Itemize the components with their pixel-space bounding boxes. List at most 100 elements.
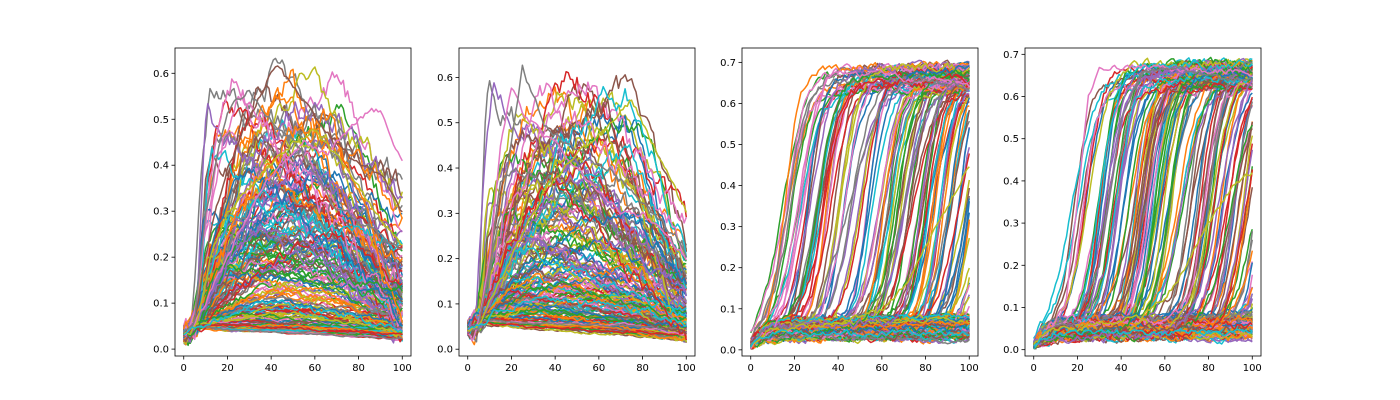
series-line — [467, 246, 687, 334]
series-line — [467, 112, 687, 342]
series-line — [183, 203, 403, 342]
series-line — [183, 274, 403, 337]
x-tick-label: 80 — [919, 363, 932, 374]
x-tick-label: 100 — [677, 363, 696, 374]
series-line — [1033, 66, 1253, 347]
plot-frame — [458, 47, 696, 357]
x-tick-label: 60 — [308, 363, 321, 374]
x-tick-label: 40 — [265, 363, 278, 374]
x-tick-label: 20 — [505, 363, 518, 374]
series-line — [467, 176, 688, 341]
y-tick-label: 0.2 — [1003, 261, 1019, 272]
series-line — [183, 232, 403, 338]
series-line — [1033, 316, 1253, 348]
y-tick-label: 0.4 — [720, 181, 736, 192]
series-line — [183, 220, 403, 343]
x-tick-label: 20 — [788, 363, 801, 374]
x-tick-label: 100 — [1243, 363, 1262, 374]
x-tick-label: 20 — [221, 363, 234, 374]
series-line — [183, 198, 403, 334]
series-line — [467, 295, 687, 330]
y-tick-label: 0.5 — [720, 140, 736, 151]
series-line — [1033, 172, 1253, 346]
x-tick-label: 0 — [1031, 363, 1037, 374]
y-tick-label: 0.1 — [720, 304, 736, 315]
x-tick-label: 60 — [592, 363, 605, 374]
series-line — [183, 235, 403, 336]
y-tick-label: 0.0 — [1003, 345, 1019, 356]
series-line — [1033, 328, 1253, 347]
x-tick-label: 80 — [636, 363, 649, 374]
y-tick-label: 0.1 — [153, 299, 169, 310]
series-line — [467, 292, 687, 335]
series-line — [182, 89, 403, 341]
x-tick-label: 0 — [465, 363, 471, 374]
y-tick-label: 0.1 — [437, 299, 453, 310]
plot-frame — [1024, 47, 1262, 357]
series-line — [1033, 65, 1253, 347]
series-lines — [466, 64, 688, 346]
series-line — [182, 108, 404, 331]
series-line — [467, 81, 688, 329]
series-line — [1033, 75, 1253, 350]
y-tick-label: 0.6 — [153, 69, 169, 80]
series-line — [467, 167, 687, 334]
y-tick-label: 0.0 — [437, 345, 453, 356]
series-line — [183, 299, 403, 336]
series-line — [467, 82, 687, 342]
series-line — [183, 65, 403, 335]
series-line — [467, 223, 687, 330]
series-line — [750, 70, 970, 346]
series-line — [467, 184, 687, 326]
series-line — [183, 324, 403, 340]
y-tick-label: 0.1 — [1003, 303, 1019, 314]
series-line — [183, 299, 403, 336]
series-line — [467, 318, 687, 337]
series-line — [467, 318, 687, 331]
x-tick-label: 40 — [1115, 363, 1128, 374]
plot-frame — [741, 47, 979, 357]
y-tick-label: 0.7 — [1003, 50, 1019, 61]
series-line — [750, 328, 970, 348]
x-tick-label: 80 — [352, 363, 365, 374]
series-line — [467, 235, 687, 334]
series-line — [750, 166, 970, 348]
y-tick-label: 0.3 — [1003, 219, 1019, 230]
series-line — [183, 223, 403, 335]
series-line — [750, 319, 970, 346]
chart-panel-4: 0 20 40 60 80 100 0.0 0.1 0.2 0.3 0.4 0.5 0.6 0.7 — [1003, 47, 1262, 374]
y-tick-label: 0.3 — [720, 222, 736, 233]
x-tick-label: 60 — [1158, 363, 1171, 374]
y-tick-label: 0.0 — [720, 345, 736, 356]
series-line — [183, 167, 403, 336]
series-line — [750, 72, 970, 344]
series-line — [183, 292, 403, 337]
x-tick-label: 0 — [181, 363, 187, 374]
series-line — [750, 68, 970, 347]
series-line — [467, 129, 687, 339]
series-line — [1033, 80, 1253, 345]
y-tick-label: 0.3 — [153, 207, 169, 218]
series-line — [467, 64, 688, 333]
series-line — [467, 273, 687, 331]
series-line — [183, 221, 403, 338]
series-line — [467, 99, 688, 332]
chart-panel-2: 0 20 40 60 80 100 0.0 0.1 0.2 0.3 0.4 0.5 0.6 — [437, 47, 696, 374]
series-line — [1033, 57, 1253, 347]
y-tick-label: 0.2 — [720, 263, 736, 274]
series-line — [467, 299, 687, 331]
y-tick-label: 0.7 — [720, 58, 736, 69]
series-line — [183, 296, 403, 338]
y-tick-label: 0.4 — [153, 161, 169, 172]
series-line — [183, 264, 403, 337]
y-tick-label: 0.2 — [153, 253, 169, 264]
y-tick-label: 0.6 — [720, 99, 736, 110]
x-tick-label: 20 — [1071, 363, 1084, 374]
series-line — [467, 87, 687, 330]
series-lines — [749, 59, 971, 350]
x-tick-label: 40 — [549, 363, 562, 374]
series-line — [467, 268, 687, 335]
series-line — [1033, 169, 1254, 346]
y-tick-label: 0.5 — [153, 115, 169, 126]
